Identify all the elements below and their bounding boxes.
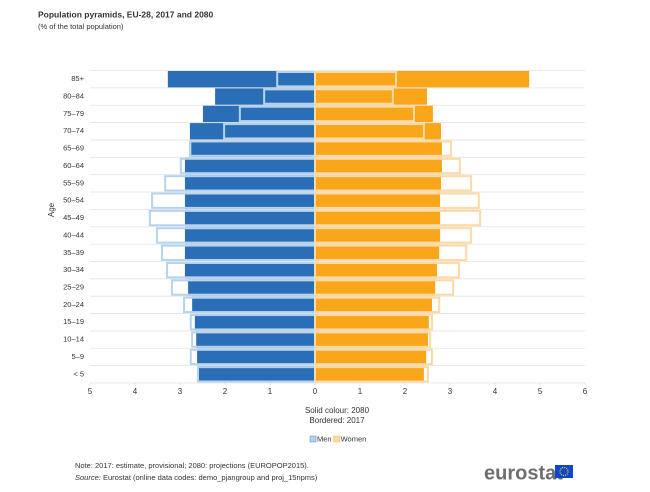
bar [197,348,315,366]
eu-stars [559,466,569,477]
bar-outline [314,261,460,279]
y-tick-label: 5–9 [71,352,84,361]
x-tick-label: 3 [448,387,453,396]
x-tick-label: 2 [403,387,408,396]
y-tick-label: 10–14 [63,335,84,344]
y-tick-label: 85+ [71,74,84,83]
bar-outline [314,348,433,366]
y-tick-label: 45–49 [63,213,84,222]
bar [315,348,427,366]
x-tick-label: 4 [493,387,498,396]
bar [184,209,315,227]
bar-outline [314,366,429,383]
bar-outline [314,157,461,175]
bar [315,331,428,348]
legend-swatch [309,435,317,443]
bar [202,105,315,123]
y-tick-label: 40–44 [63,230,84,239]
bar [315,261,437,279]
bar-outline [314,105,415,123]
bar [315,175,441,192]
bar [315,88,428,105]
y-tick-label: 25–29 [63,282,84,291]
y-tick-label: 70–74 [63,126,84,135]
x-tick-label: 5 [88,387,93,396]
legend-label: Women [341,434,367,443]
y-tick-label: 75–79 [63,109,84,118]
y-tick-label: 50–54 [63,196,84,205]
x-axis-label: Solid colour: 2080 [305,406,370,415]
bar [315,71,530,88]
eu-flag [555,465,573,478]
bar [315,279,436,296]
chart-subtitle: (% of the total population) [38,22,124,31]
legend-swatch [333,435,340,443]
chart-title: Population pyramids, EU-28, 2017 and 208… [38,9,214,19]
bar [198,366,315,383]
bar [184,261,315,279]
y-tick-label: 35–39 [63,248,84,257]
x-tick-label: 5 [538,387,543,396]
bar [315,227,441,244]
note: Note: 2017: estimate, provisional; 2080:… [75,461,309,470]
bar [188,279,315,296]
bar [315,296,432,314]
bar [315,244,440,261]
y-tick-label: 30–34 [63,265,84,274]
bar [315,140,442,157]
y-tick-label: 60–64 [63,161,84,170]
x-axis-label: Bordered: 2017 [309,416,365,425]
bar-outline [314,192,480,209]
logo-text: eurostat [484,462,563,484]
bar [315,314,429,331]
bar-outline [314,279,455,296]
bar-outline [314,244,468,261]
y-tick-label: 55–59 [63,178,84,187]
bar [191,140,315,157]
x-tick-label: 6 [583,387,588,396]
bar [315,157,442,175]
bar-outline [314,209,482,227]
bar-outline [314,123,425,140]
source: Eurostat (online data codes: demo_pjangr… [103,473,318,482]
x-tick-label: 3 [178,387,183,396]
bar-outline [314,314,433,331]
y-tick-label: 65–69 [63,144,84,153]
x-tick-label: 2 [223,387,228,396]
x-tick-label: 1 [268,387,273,396]
bar [184,227,315,244]
bar [189,123,315,140]
bar [315,105,433,123]
bar [315,366,424,383]
bar [194,314,315,331]
bar [192,296,315,314]
y-axis-label: Age [47,202,56,217]
bar [184,175,315,192]
bar [167,71,315,88]
bar [184,157,315,175]
x-tick-label: 4 [133,387,138,396]
bar [184,192,315,209]
bar [315,209,441,227]
bar [315,123,441,140]
bar-outline [314,140,452,157]
bar [315,192,441,209]
y-tick-label: 15–19 [63,317,84,326]
bar [196,331,315,348]
source-label: Source: [75,473,101,482]
legend-label: Men [317,434,332,443]
bar-outline [314,175,473,192]
y-tick-label: < 5 [73,369,84,378]
bar-outline [314,88,394,105]
y-tick-label: 80–84 [63,92,84,101]
bar-outline [314,296,441,314]
bar [184,244,315,261]
bar-outline [314,227,473,244]
x-tick-label: 0 [313,387,318,396]
y-tick-label: 20–24 [63,300,84,309]
bar-outline [314,331,432,348]
bar-outline [314,71,397,88]
x-tick-label: 1 [358,387,363,396]
